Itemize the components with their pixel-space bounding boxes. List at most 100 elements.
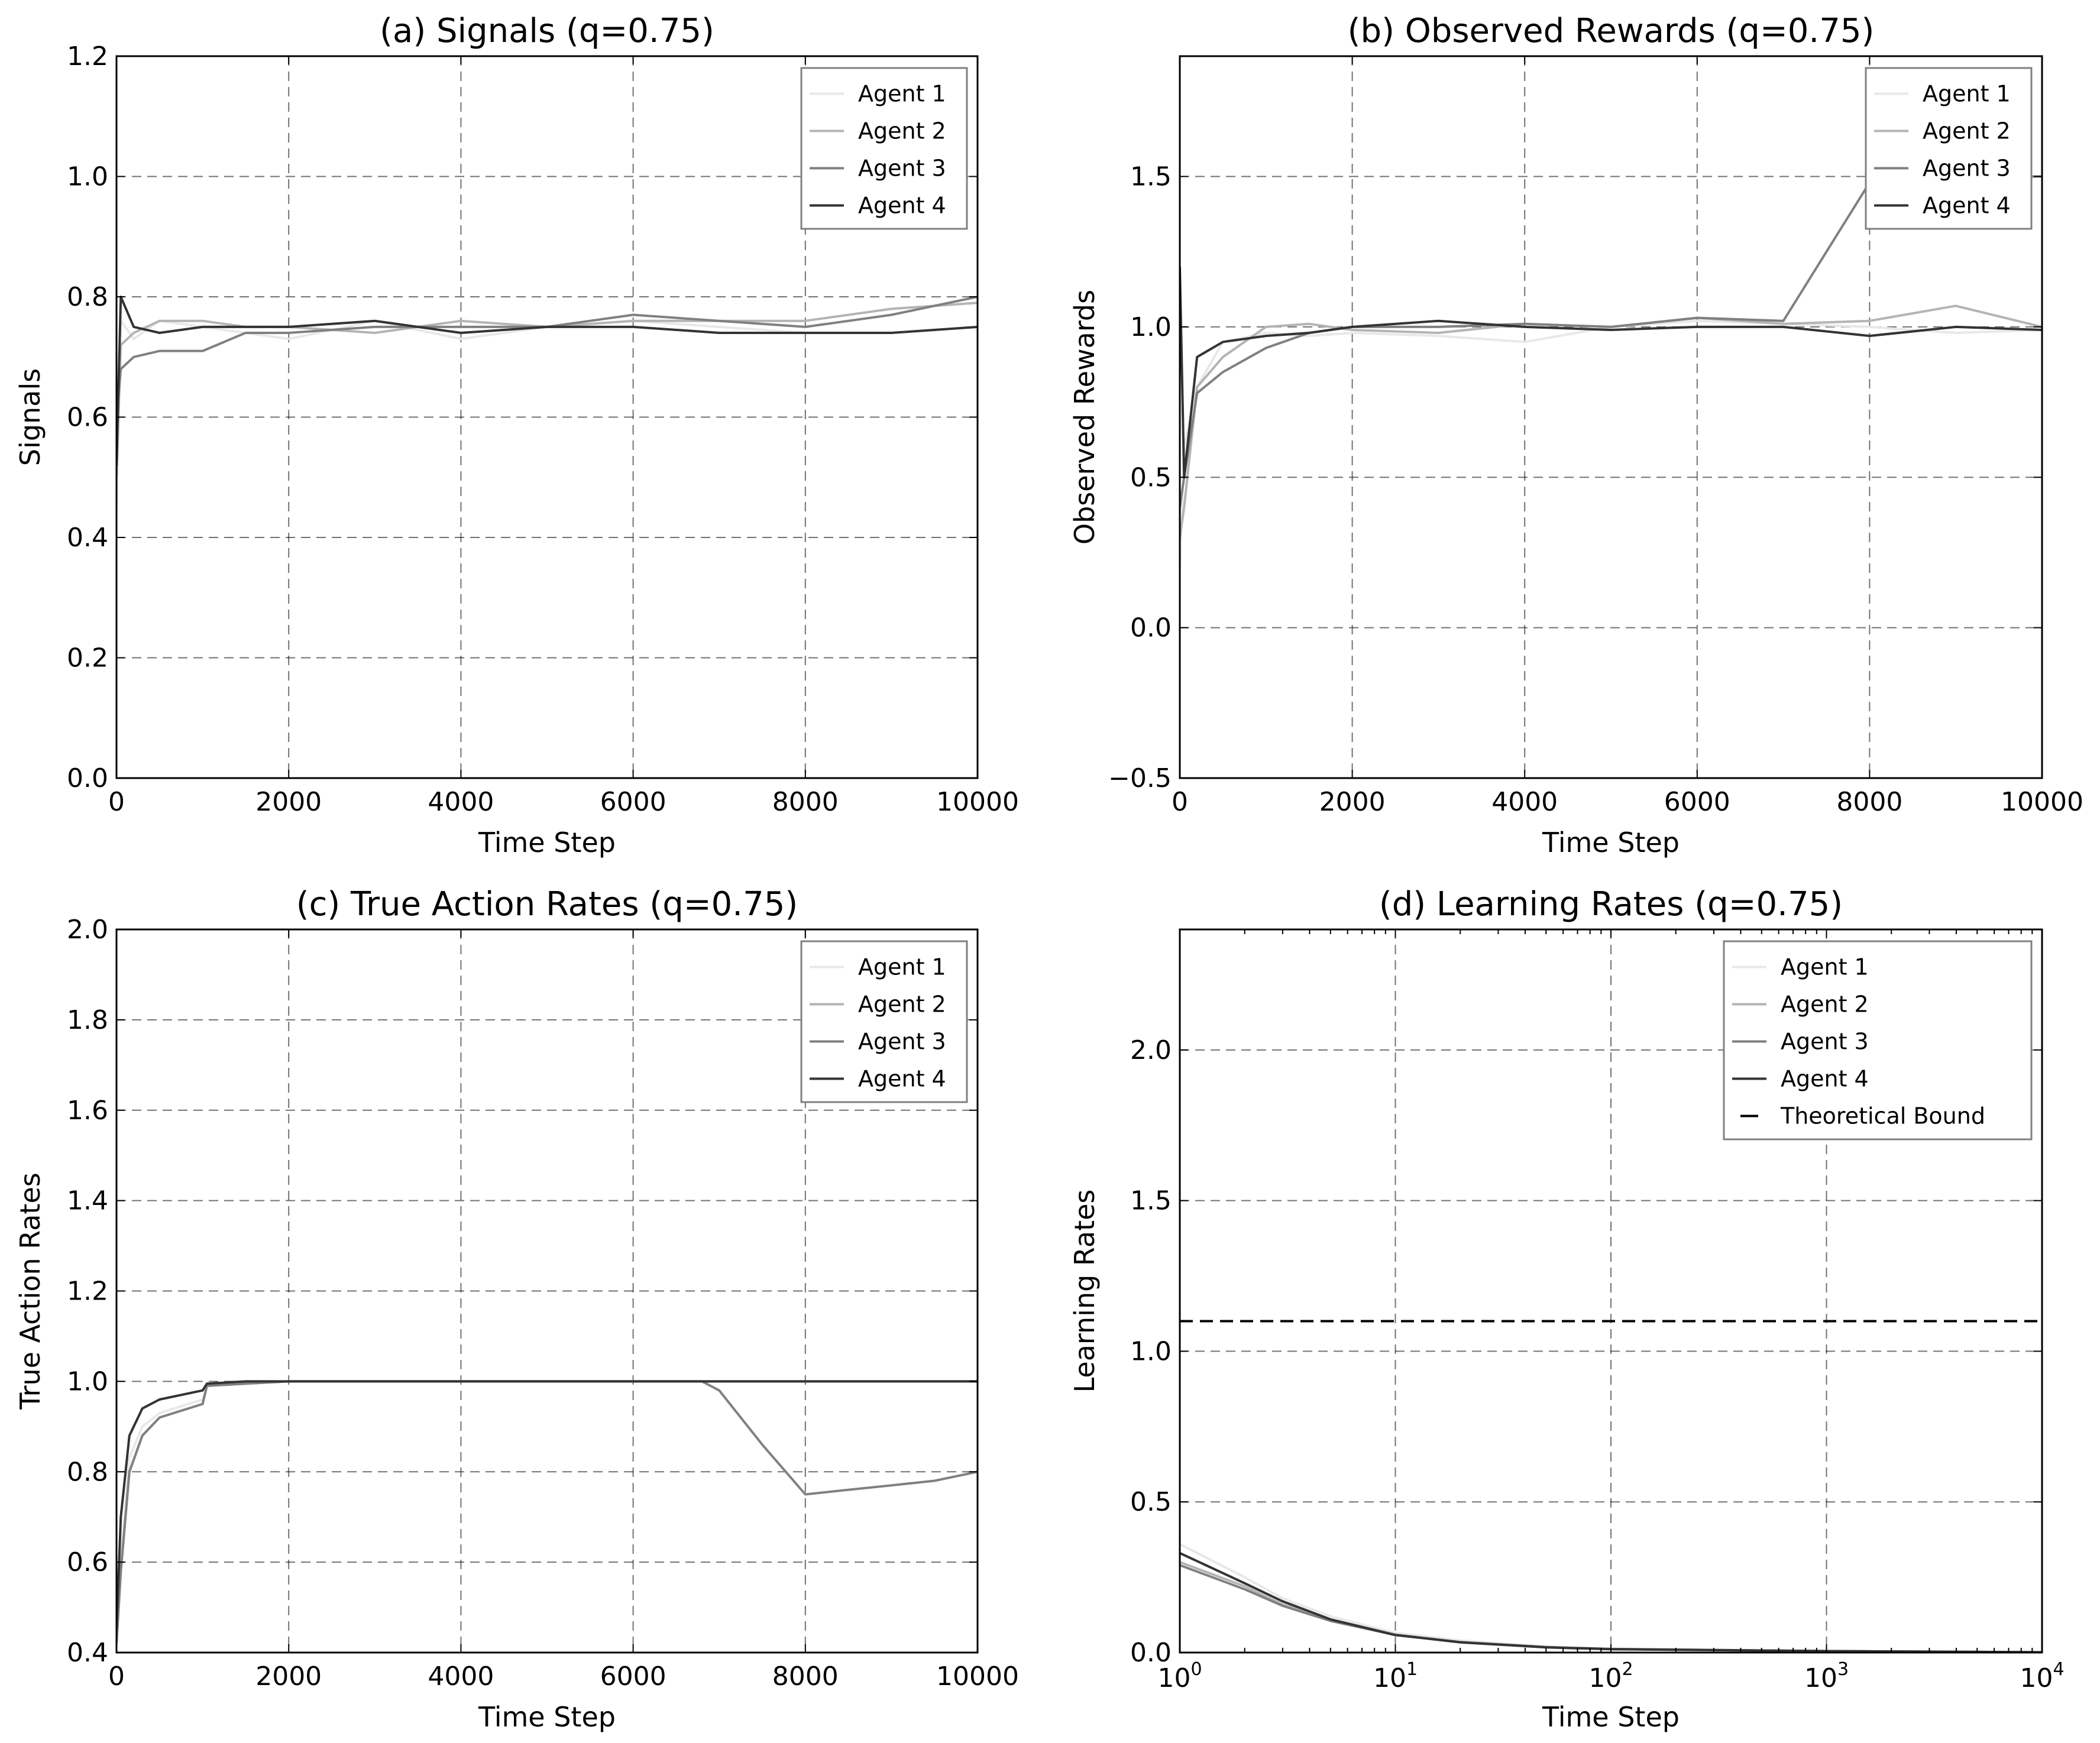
- y-axis-label: Learning Rates: [1069, 1190, 1101, 1393]
- panel-b: 0 2000 4000 6000 8000 10000 −0.5 0.0 0.5 1.0 1.5 (b…: [1069, 12, 2083, 858]
- y-tick-label: 1.5: [1130, 162, 1172, 192]
- series-line-agent-1: [117, 1380, 978, 1644]
- legend-label: Agent 4: [858, 193, 946, 219]
- y-tick-label: 1.6: [67, 1096, 108, 1126]
- x-tick-label: 0: [108, 787, 125, 817]
- legend-label: Agent 3: [1781, 1029, 1869, 1055]
- x-tick-label: 10000: [936, 1661, 1019, 1692]
- x-axis-label: Time Step: [478, 827, 616, 858]
- legend-label: Agent 3: [858, 155, 946, 182]
- panel-a: 0 2000 4000 6000 8000 10000 0.0 0.2 0.4 0.6 0.8 1.0…: [14, 12, 1019, 858]
- x-tick-exponent: 2: [1622, 1659, 1633, 1680]
- panel-c: 0 2000 4000 6000 8000 10000 0.4 0.6 0.8 1.0 1.2 1.4…: [14, 885, 1019, 1733]
- x-tick-label: 2000: [255, 787, 322, 817]
- x-tick-exponent: 3: [1837, 1659, 1849, 1680]
- chart-title: (d) Learning Rates (q=0.75): [1379, 885, 1843, 924]
- x-tick-label: 102: [1588, 1659, 1633, 1693]
- series-group: [117, 296, 978, 508]
- legend-label: Agent 3: [1923, 155, 2011, 182]
- x-tick-label: 4000: [428, 1661, 494, 1692]
- y-tick-label: 2.0: [67, 915, 108, 945]
- y-tick-label: 1.4: [67, 1186, 108, 1216]
- y-tick-label: 0.0: [1130, 1638, 1172, 1668]
- series-line-agent-1: [117, 319, 978, 508]
- x-tick-label: 4000: [1491, 787, 1558, 817]
- y-tick-label: 0.2: [67, 643, 108, 673]
- y-tick-label: 0.0: [67, 763, 108, 793]
- y-tick-label: −0.5: [1108, 763, 1172, 793]
- x-tick-base: 10: [1373, 1663, 1406, 1693]
- legend-label: Agent 1: [1781, 954, 1869, 980]
- legend-label: Agent 2: [858, 118, 946, 144]
- x-tick-base: 10: [2020, 1663, 2053, 1693]
- series-line-agent-4: [117, 296, 978, 465]
- series-line-agent-4: [1180, 267, 2042, 479]
- series-line-agent-1: [1180, 319, 2042, 568]
- x-tick-label: 0: [108, 1661, 125, 1692]
- legend: Agent 1 Agent 2 Agent 3 Agent 4: [800, 67, 968, 230]
- x-tick-label: 103: [1804, 1659, 1849, 1693]
- y-axis-label: Observed Rewards: [1069, 290, 1101, 545]
- y-axis-label: Signals: [14, 368, 46, 466]
- x-tick-label: 0: [1172, 787, 1188, 817]
- x-tick-exponent: 4: [2053, 1659, 2064, 1680]
- y-tick-label: 0.8: [67, 1457, 108, 1487]
- x-tick-label: 6000: [600, 787, 666, 817]
- x-tick-exponent: 1: [1406, 1659, 1418, 1680]
- y-tick-label: 1.0: [1130, 312, 1172, 342]
- y-tick-label: 0.5: [1130, 1487, 1172, 1517]
- x-tick-label: 10000: [2001, 787, 2083, 817]
- x-axis-label: Time Step: [478, 1701, 616, 1733]
- y-tick-label: 1.0: [67, 162, 108, 192]
- y-axis-label: True Action Rates: [14, 1172, 46, 1410]
- y-tick-label: 0.8: [67, 282, 108, 312]
- series-group: [1180, 1543, 2042, 1653]
- y-tick-label: 1.2: [67, 41, 108, 72]
- legend-label: Agent 1: [858, 954, 946, 980]
- legend: Agent 1 Agent 2 Agent 3 Agent 4: [1865, 67, 2033, 230]
- x-tick-label: 100: [1157, 1659, 1202, 1693]
- x-tick-exponent: 0: [1190, 1659, 1202, 1680]
- series-group: [117, 1380, 978, 1644]
- y-tick-label: 0.4: [67, 523, 108, 553]
- y-tick-label: 1.8: [67, 1005, 108, 1035]
- legend-label: Agent 2: [1923, 118, 2011, 144]
- series-group: [1180, 175, 2042, 568]
- y-tick-label: 1.2: [67, 1277, 108, 1307]
- series-line-agent-2: [1180, 304, 2042, 538]
- x-tick-label: 101: [1373, 1659, 1418, 1693]
- x-tick-label: 10000: [936, 787, 1019, 817]
- x-tick-label: 4000: [428, 787, 494, 817]
- legend-label: Theoretical Bound: [1780, 1103, 1985, 1129]
- x-tick-label: 6000: [600, 1661, 666, 1692]
- legend-label: Agent 4: [1781, 1066, 1869, 1092]
- x-tick-label: 8000: [772, 1661, 839, 1692]
- legend-label: Agent 4: [858, 1066, 946, 1092]
- axes-frame: [1179, 55, 2043, 779]
- y-tick-label: 0.6: [67, 403, 108, 433]
- x-tick-base: 10: [1804, 1663, 1837, 1693]
- y-tick-label: 0.4: [67, 1638, 108, 1668]
- y-tick-label: 1.0: [67, 1366, 108, 1397]
- x-tick-base: 10: [1588, 1663, 1622, 1693]
- chart-title: (c) True Action Rates (q=0.75): [296, 885, 798, 924]
- series-line-agent-3: [117, 1380, 978, 1644]
- legend: Agent 1 Agent 2 Agent 3 Agent 4 Theoretical …: [1723, 940, 2033, 1141]
- legend-label: Agent 3: [858, 1029, 946, 1055]
- x-tick-label: 8000: [1836, 787, 1902, 817]
- series-line-agent-4: [117, 1380, 978, 1630]
- y-tick-label: 0.5: [1130, 462, 1172, 493]
- x-tick-label: 2000: [255, 1661, 322, 1692]
- series-line-agent-4: [1180, 1551, 2042, 1653]
- x-tick-label: 8000: [772, 787, 839, 817]
- x-axis-label: Time Step: [1542, 1701, 1680, 1733]
- series-line-agent-2: [117, 302, 978, 478]
- x-tick-label: 6000: [1664, 787, 1730, 817]
- chart-title: (b) Observed Rewards (q=0.75): [1348, 12, 1875, 50]
- x-tick-base: 10: [1157, 1663, 1190, 1693]
- x-tick-label: 104: [2020, 1659, 2064, 1693]
- legend-label: Agent 4: [1923, 193, 2011, 219]
- series-line-agent-3: [117, 296, 978, 417]
